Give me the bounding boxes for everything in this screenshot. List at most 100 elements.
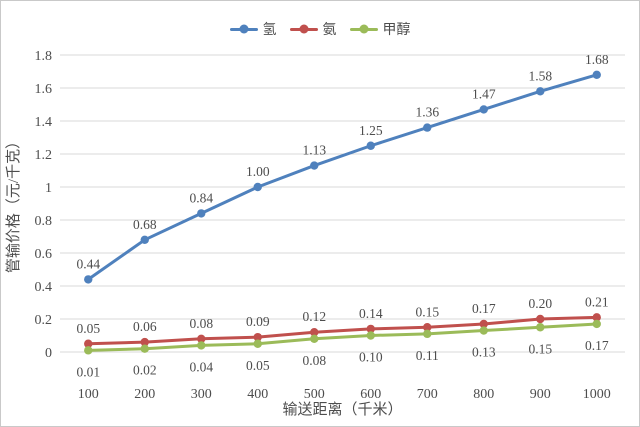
- data-point-label: 0.68: [133, 217, 157, 232]
- data-point-marker: [140, 337, 149, 347]
- data-point-marker: [310, 334, 319, 343]
- data-point-label: 1.25: [359, 123, 383, 138]
- legend-item-hydrogen: 氢: [229, 19, 277, 39]
- data-point-label: 0.10: [359, 350, 383, 365]
- data-point-label: 0.84: [189, 190, 213, 205]
- legend-line-marker-icon: [229, 24, 258, 34]
- x-tick-label: 700: [417, 387, 438, 402]
- y-axis-title: 管输价格（元/千克）: [5, 134, 22, 273]
- data-point-marker: [253, 332, 262, 342]
- data-point-label: 0.14: [359, 306, 383, 321]
- series-line: [86, 73, 599, 281]
- data-point-label: 1.00: [246, 164, 270, 179]
- data-point-label: 0.06: [133, 319, 157, 334]
- y-tick-label: 0.8: [35, 214, 53, 229]
- data-point-marker: [366, 324, 375, 334]
- data-point-label: 0.05: [246, 358, 270, 373]
- legend-label: 氢: [262, 23, 277, 38]
- data-point-marker: [536, 314, 545, 324]
- y-tick-label: 0.6: [35, 247, 53, 262]
- data-point-label: 1.13: [302, 143, 326, 158]
- data-point-label: 0.08: [302, 353, 326, 368]
- data-point-label: 0.44: [76, 256, 100, 271]
- data-point-marker: [253, 182, 262, 192]
- data-point-marker: [197, 334, 206, 343]
- data-point-marker: [423, 329, 432, 339]
- data-point-label: 0.02: [133, 363, 157, 378]
- data-point-label: 0.12: [302, 309, 326, 324]
- x-axis-title: 输送距离（千米）: [282, 401, 402, 418]
- data-point-marker: [366, 331, 375, 340]
- x-tick-label: 100: [78, 387, 99, 402]
- x-tick-label: 600: [360, 387, 381, 402]
- data-point-marker: [536, 87, 545, 96]
- data-point-label: 0.08: [189, 316, 213, 331]
- data-point-label: 0.09: [246, 314, 270, 329]
- y-tick-label: 0.4: [35, 280, 53, 295]
- legend-label: 氨: [322, 23, 337, 38]
- data-point-marker: [366, 141, 375, 150]
- data-point-label: 1.58: [528, 68, 552, 83]
- data-point-label: 1.36: [415, 105, 439, 120]
- legend-label: 甲醇: [382, 23, 411, 38]
- data-point-label: 0.21: [585, 294, 609, 309]
- data-point-marker: [140, 344, 149, 353]
- data-point-marker: [84, 275, 93, 284]
- data-point-marker: [253, 339, 262, 348]
- data-point-label: 1.68: [585, 52, 609, 67]
- x-tick-label: 900: [530, 387, 551, 402]
- y-tick-label: 0.2: [35, 313, 53, 328]
- legend-dot-icon: [239, 24, 248, 34]
- data-point-label: 0.13: [472, 345, 496, 360]
- x-tick-label: 800: [473, 387, 494, 402]
- legend-line-marker-icon: [289, 24, 318, 34]
- legend-item-methanol: 甲醇: [349, 19, 411, 39]
- data-point-marker: [140, 235, 149, 244]
- data-point-label: 0.20: [528, 296, 552, 311]
- data-point-marker: [592, 319, 601, 329]
- series-line: [86, 322, 599, 352]
- x-tick-label: 1000: [583, 387, 611, 402]
- data-point-label: 0.01: [76, 364, 100, 379]
- chart-legend: 氢 氨 甲醇: [0, 19, 640, 39]
- data-point-marker: [479, 105, 488, 114]
- data-point-label: 0.15: [415, 304, 439, 319]
- legend-line-marker-icon: [349, 24, 378, 34]
- data-point-label: 0.15: [528, 341, 552, 356]
- data-point-marker: [84, 339, 93, 348]
- data-point-label: 0.11: [416, 348, 439, 363]
- y-tick-label: 1: [45, 181, 52, 196]
- legend-dot-icon: [359, 24, 368, 34]
- data-point-marker: [592, 70, 601, 80]
- data-point-label: 0.17: [585, 338, 609, 353]
- data-point-marker: [310, 161, 319, 170]
- legend-item-ammonia: 氨: [289, 19, 337, 39]
- data-point-marker: [423, 123, 432, 132]
- data-point-marker: [423, 323, 432, 332]
- data-point-marker: [536, 323, 545, 332]
- legend-dot-icon: [299, 24, 308, 34]
- x-tick-label: 300: [191, 387, 212, 402]
- data-point-marker: [479, 319, 488, 329]
- y-tick-label: 1.6: [35, 82, 53, 97]
- data-point-label: 0.17: [472, 301, 496, 316]
- y-tick-label: 1.2: [35, 148, 53, 163]
- y-tick-label: 0: [45, 346, 52, 361]
- x-tick-label: 400: [247, 387, 268, 402]
- data-point-marker: [197, 341, 206, 350]
- data-point-marker: [479, 326, 488, 335]
- x-tick-label: 200: [134, 387, 155, 402]
- data-point-marker: [310, 328, 319, 337]
- x-tick-label: 500: [304, 387, 325, 402]
- data-point-label: 1.47: [472, 86, 496, 101]
- series-line: [86, 315, 599, 346]
- data-point-marker: [592, 313, 601, 322]
- y-tick-label: 1.4: [35, 115, 53, 130]
- y-tick-label: 1.8: [35, 49, 53, 64]
- data-point-marker: [197, 209, 206, 218]
- data-point-marker: [84, 346, 93, 355]
- data-point-label: 0.04: [189, 359, 213, 374]
- data-point-label: 0.05: [76, 321, 100, 336]
